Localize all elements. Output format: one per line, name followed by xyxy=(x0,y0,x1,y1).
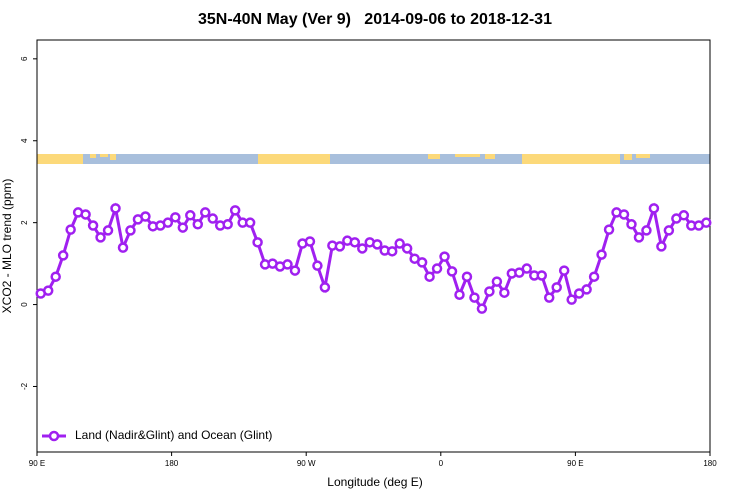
data-point xyxy=(566,294,577,305)
data-point xyxy=(641,225,652,236)
data-point xyxy=(87,220,99,231)
data-point xyxy=(663,225,675,236)
data-point xyxy=(371,239,383,250)
data-point xyxy=(185,210,196,221)
data-point xyxy=(394,238,405,249)
data-point xyxy=(304,236,316,247)
data-point xyxy=(416,257,428,268)
data-point xyxy=(334,241,346,252)
data-point xyxy=(573,288,585,299)
data-point xyxy=(312,260,323,271)
data-point xyxy=(701,217,712,228)
x-tick-label: 90 E xyxy=(29,459,45,468)
legend-label: Land (Nadir&Glint) and Ocean (Glint) xyxy=(75,428,272,442)
x-axis-label: Longitude (deg E) xyxy=(327,475,422,489)
y-tick-label: -2 xyxy=(20,382,29,390)
x-tick-label: 180 xyxy=(165,459,179,468)
data-point xyxy=(551,282,562,293)
data-point xyxy=(484,286,495,297)
data-point xyxy=(252,237,263,248)
data-point xyxy=(357,243,368,254)
data-point xyxy=(80,209,91,220)
data-point xyxy=(244,217,256,228)
data-point xyxy=(454,289,465,300)
data-point xyxy=(543,292,555,303)
y-tick-label: 4 xyxy=(20,138,29,143)
data-point xyxy=(596,249,607,260)
data-point xyxy=(476,303,488,314)
data-point xyxy=(499,287,510,298)
data-point xyxy=(200,207,211,218)
data-point xyxy=(282,259,293,270)
data-point xyxy=(386,246,398,257)
data-point xyxy=(521,263,533,274)
x-tick-label: 180 xyxy=(703,459,717,468)
data-point xyxy=(401,243,413,254)
data-point xyxy=(648,203,660,214)
x-tick-label: 90 W xyxy=(297,459,316,468)
data-point xyxy=(431,263,443,274)
data-point xyxy=(446,266,458,277)
data-point xyxy=(102,225,114,236)
data-point xyxy=(95,232,106,243)
data-point xyxy=(618,209,630,220)
y-tick-label: 2 xyxy=(20,220,29,225)
data-point xyxy=(50,271,61,282)
data-point xyxy=(558,265,570,276)
data-point xyxy=(229,205,241,216)
y-axis-label: XCO2 - MLO trend (ppm) xyxy=(0,179,14,314)
data-point xyxy=(57,250,69,261)
chart-title: 35N-40N May (Ver 9) 2014-09-06 to 2018-1… xyxy=(198,11,552,28)
y-tick-label: 0 xyxy=(20,302,29,307)
data-point xyxy=(461,271,473,282)
data-point xyxy=(319,282,331,293)
y-tick-label: 6 xyxy=(20,56,29,61)
data-point xyxy=(110,203,121,214)
plot-frame xyxy=(36,39,711,453)
data-point xyxy=(633,232,645,243)
data-point xyxy=(603,224,615,235)
data-point xyxy=(439,251,450,262)
data-point xyxy=(536,270,547,281)
data-point xyxy=(491,276,503,287)
data-point xyxy=(514,267,525,278)
data-point xyxy=(140,211,151,222)
data-point xyxy=(469,292,480,303)
data-point xyxy=(289,265,301,276)
data-point xyxy=(125,225,136,236)
data-point xyxy=(207,213,218,224)
data-point xyxy=(170,212,181,223)
data-point xyxy=(581,284,592,295)
data-point xyxy=(349,237,361,248)
legend-marker xyxy=(48,430,60,442)
data-point xyxy=(656,241,667,252)
land-ocean-strip xyxy=(37,154,710,164)
data-point xyxy=(626,219,637,230)
data-point xyxy=(162,217,174,228)
x-tick-label: 0 xyxy=(439,459,444,468)
data-point xyxy=(42,285,54,296)
x-tick-label: 90 E xyxy=(567,459,583,468)
data-point xyxy=(678,210,690,221)
data-point xyxy=(177,222,189,233)
data-point xyxy=(222,219,233,230)
data-point xyxy=(117,242,129,253)
data-point xyxy=(588,271,600,282)
data-point xyxy=(192,219,204,230)
data-point xyxy=(65,224,76,235)
data-point xyxy=(424,271,435,282)
